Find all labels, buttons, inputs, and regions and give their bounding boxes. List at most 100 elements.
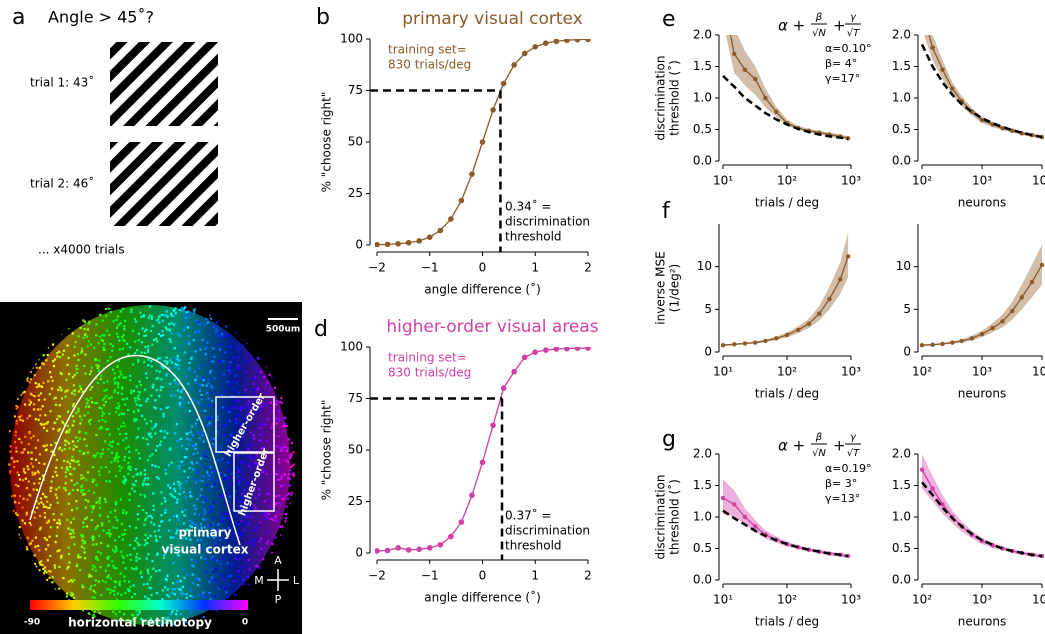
map-pixel [69, 492, 71, 494]
map-pixel [65, 489, 67, 491]
data-point [753, 77, 757, 81]
map-pixel [116, 519, 118, 521]
data-point [785, 333, 789, 337]
map-pixel [188, 311, 190, 313]
map-pixel [48, 570, 50, 572]
data-point [490, 422, 496, 428]
map-pixel [213, 326, 215, 328]
panel-letter: b [316, 5, 330, 30]
map-pixel [268, 493, 270, 495]
area-label: visual cortex [162, 543, 249, 557]
map-pixel [170, 394, 172, 396]
map-pixel [13, 510, 15, 512]
map-pixel [122, 422, 124, 424]
map-pixel [108, 444, 110, 446]
map-pixel [101, 419, 103, 421]
map-pixel [253, 438, 255, 440]
map-pixel [68, 580, 70, 582]
map-pixel [116, 457, 118, 459]
map-pixel [101, 334, 103, 336]
map-pixel [105, 401, 107, 403]
map-pixel [104, 440, 106, 442]
map-pixel [71, 536, 73, 538]
map-pixel [99, 612, 101, 614]
map-pixel [68, 503, 70, 505]
map-pixel [276, 422, 278, 424]
map-pixel [175, 532, 177, 534]
map-pixel [174, 347, 176, 349]
map-pixel [39, 564, 41, 566]
map-pixel [82, 337, 84, 339]
map-pixel [113, 378, 115, 380]
map-pixel [134, 352, 136, 354]
map-pixel [159, 430, 161, 432]
map-pixel [213, 571, 215, 573]
map-pixel [77, 440, 79, 442]
y-tick-label: 1.0 [892, 91, 911, 105]
map-pixel [60, 555, 62, 557]
map-pixel [101, 407, 103, 409]
map-pixel [150, 420, 152, 422]
map-pixel [72, 489, 74, 491]
map-pixel [229, 575, 231, 577]
map-pixel [204, 467, 206, 469]
map-pixel [249, 568, 251, 570]
map-pixel [134, 593, 136, 595]
map-pixel [134, 341, 136, 343]
map-pixel [283, 417, 285, 419]
map-pixel [143, 335, 145, 337]
map-pixel [201, 339, 203, 341]
map-pixel [141, 341, 143, 343]
map-pixel [127, 409, 129, 411]
map-pixel [250, 458, 252, 460]
map-pixel [220, 574, 222, 576]
map-pixel [15, 431, 17, 433]
data-point [564, 346, 570, 352]
map-pixel [243, 529, 245, 531]
map-pixel [92, 564, 94, 566]
map-pixel [275, 515, 277, 517]
map-pixel [282, 430, 284, 432]
map-pixel [224, 474, 226, 476]
map-pixel [43, 572, 45, 574]
map-pixel [109, 533, 111, 535]
map-pixel [286, 447, 288, 449]
data-point [980, 332, 984, 336]
map-pixel [109, 511, 111, 513]
map-pixel [201, 378, 203, 380]
map-pixel [43, 506, 45, 508]
map-pixel [133, 411, 135, 413]
trial-count: ... x4000 trials [38, 243, 125, 257]
map-pixel [22, 451, 24, 453]
map-pixel [243, 461, 245, 463]
map-pixel [166, 373, 168, 375]
map-pixel [76, 365, 78, 367]
map-pixel [286, 450, 288, 452]
map-pixel [105, 395, 107, 397]
map-pixel [85, 506, 87, 508]
map-pixel [205, 318, 207, 320]
map-pixel [171, 495, 173, 497]
map-pixel [39, 367, 41, 369]
map-pixel [226, 409, 228, 411]
map-pixel [147, 598, 149, 600]
map-pixel [16, 460, 18, 462]
map-pixel [160, 335, 162, 337]
map-pixel [140, 316, 142, 318]
data-point [511, 62, 517, 68]
map-pixel [199, 349, 201, 351]
map-pixel [84, 354, 86, 356]
data-point [721, 496, 725, 500]
y-tick-label: 0.5 [693, 541, 712, 555]
map-pixel [208, 593, 210, 595]
map-pixel [180, 391, 182, 393]
map-pixel [211, 517, 213, 519]
map-pixel [215, 568, 217, 570]
map-pixel [88, 323, 90, 325]
map-pixel [177, 389, 179, 391]
map-pixel [108, 308, 110, 310]
fit-parameter: β= 3° [825, 477, 857, 490]
map-pixel [20, 415, 22, 417]
y-axis-label: threshold (˚) [667, 479, 682, 555]
map-pixel [169, 447, 171, 449]
